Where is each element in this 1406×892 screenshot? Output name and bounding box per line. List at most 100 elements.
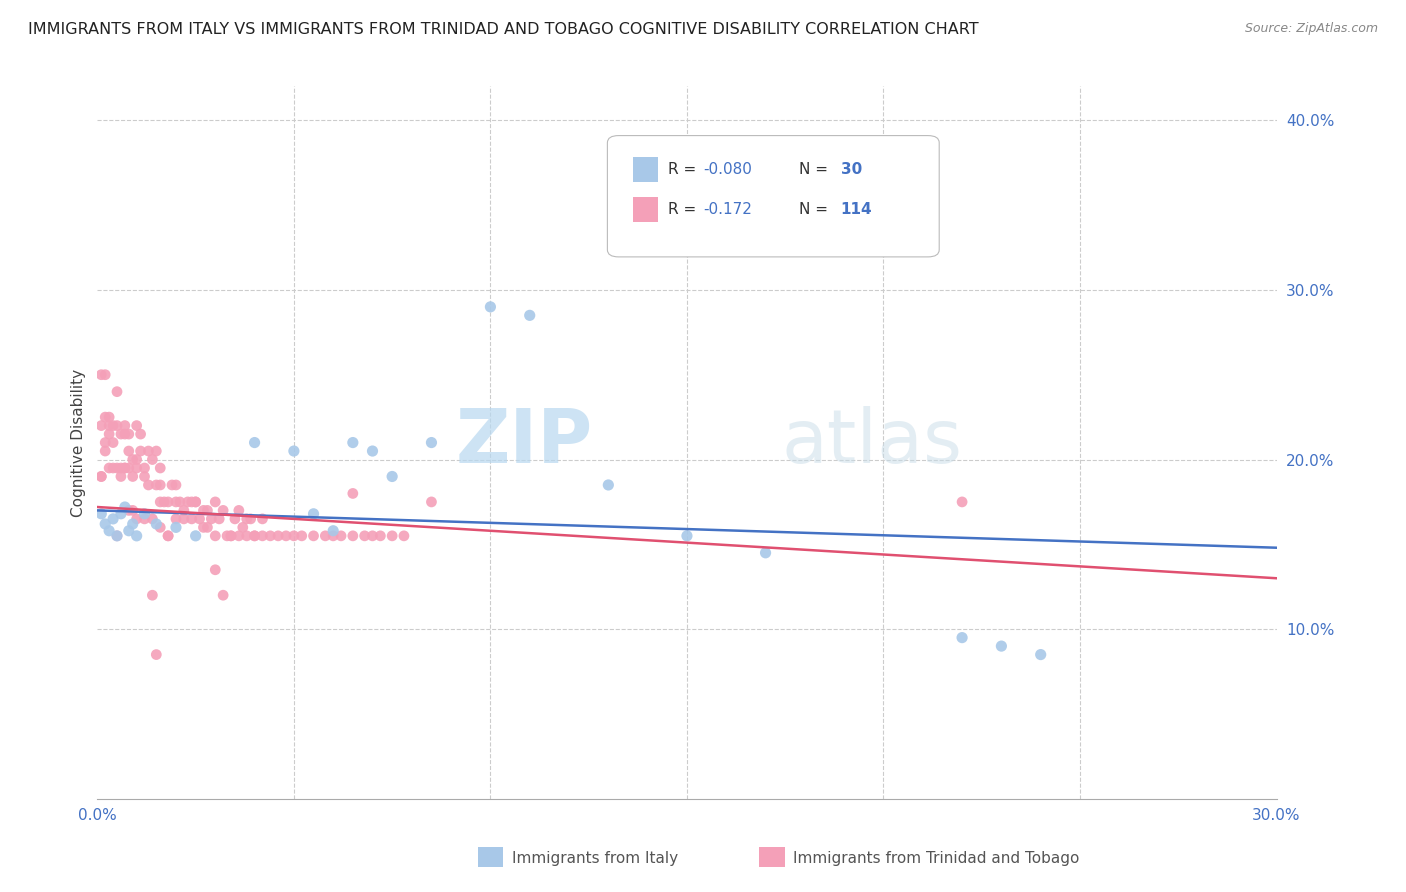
Text: ZIP: ZIP (456, 406, 592, 479)
Point (177, 495, 200, 509)
Point (160, 478, 183, 492)
Point (94, 410, 117, 425)
Point (381, 529, 404, 543)
Point (274, 529, 297, 543)
Point (125, 529, 148, 543)
Point (121, 452, 143, 467)
Point (98, 418, 121, 433)
Point (114, 418, 136, 433)
Point (121, 516, 143, 531)
Point (184, 495, 207, 509)
Text: IMMIGRANTS FROM ITALY VS IMMIGRANTS FROM TRINIDAD AND TOBAGO COGNITIVE DISABILIT: IMMIGRANTS FROM ITALY VS IMMIGRANTS FROM… (28, 22, 979, 37)
Point (267, 529, 290, 543)
Point (165, 512, 187, 526)
Point (235, 512, 257, 526)
Point (121, 503, 143, 517)
Point (90, 507, 112, 521)
Point (212, 503, 235, 517)
Point (184, 495, 207, 509)
Point (169, 495, 191, 509)
Point (381, 469, 404, 483)
Point (149, 520, 172, 534)
Point (235, 529, 257, 543)
Point (114, 427, 136, 442)
Point (105, 384, 128, 399)
Point (98, 524, 121, 538)
Point (90, 469, 112, 483)
Point (224, 512, 246, 526)
Point (110, 461, 132, 475)
Point (118, 524, 141, 538)
Point (129, 444, 152, 458)
Point (193, 503, 215, 517)
Point (180, 495, 202, 509)
Text: -0.080: -0.080 (703, 162, 752, 177)
Point (243, 435, 266, 450)
Text: Immigrants from Trinidad and Tobago: Immigrants from Trinidad and Tobago (793, 851, 1080, 865)
Point (98, 410, 121, 425)
Point (353, 529, 375, 543)
Point (990, 639, 1012, 653)
Point (950, 495, 973, 509)
Point (197, 503, 219, 517)
Point (228, 529, 250, 543)
Point (101, 461, 124, 475)
Point (101, 418, 124, 433)
Point (94, 516, 117, 531)
Point (361, 529, 384, 543)
Point (322, 524, 344, 538)
Point (212, 588, 235, 602)
Point (322, 529, 344, 543)
Point (90, 469, 112, 483)
Point (114, 500, 136, 514)
Point (138, 444, 160, 458)
Text: Immigrants from Italy: Immigrants from Italy (512, 851, 678, 865)
Point (165, 520, 187, 534)
Point (243, 529, 266, 543)
Point (173, 512, 195, 526)
Point (188, 512, 211, 526)
Point (754, 546, 776, 560)
Point (598, 478, 620, 492)
Point (283, 529, 305, 543)
Point (165, 478, 187, 492)
Point (157, 495, 180, 509)
Text: R =: R = (668, 162, 702, 177)
Point (134, 461, 156, 475)
Point (193, 520, 215, 534)
Point (105, 529, 128, 543)
Point (149, 495, 172, 509)
Y-axis label: Cognitive Disability: Cognitive Disability (72, 368, 86, 516)
Point (141, 588, 163, 602)
Text: N =: N = (799, 202, 832, 217)
Point (330, 529, 353, 543)
Point (94, 435, 117, 450)
Point (215, 529, 238, 543)
Point (114, 461, 136, 475)
Point (125, 461, 148, 475)
Point (114, 461, 136, 475)
Point (200, 512, 222, 526)
Point (204, 495, 226, 509)
Point (204, 529, 226, 543)
Point (259, 529, 281, 543)
Point (105, 418, 128, 433)
Point (342, 435, 364, 450)
Point (118, 444, 141, 458)
Point (149, 478, 172, 492)
Point (392, 529, 415, 543)
Point (180, 512, 202, 526)
Point (232, 520, 254, 534)
Point (676, 529, 699, 543)
Point (101, 435, 124, 450)
Point (110, 507, 132, 521)
Point (90, 368, 112, 382)
Point (98, 427, 121, 442)
Point (197, 520, 219, 534)
Point (98, 461, 121, 475)
Point (479, 300, 502, 314)
Point (342, 486, 364, 500)
Point (184, 529, 207, 543)
Point (141, 452, 163, 467)
Point (145, 516, 167, 531)
